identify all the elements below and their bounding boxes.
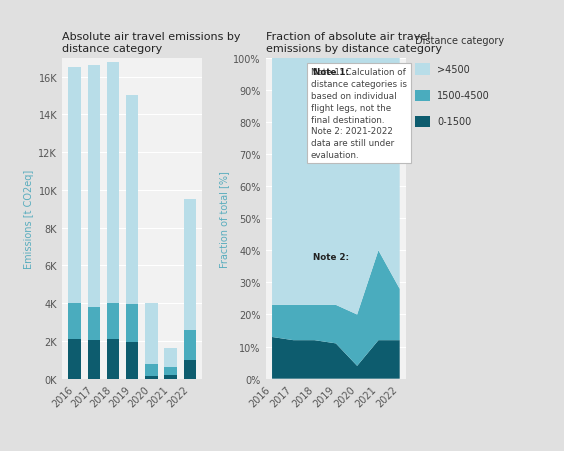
Bar bbox=[107, 62, 120, 304]
Bar bbox=[68, 304, 81, 339]
Text: Note 1: Calculation of
distance categories is
based on individual
flight legs, n: Note 1: Calculation of distance categori… bbox=[311, 68, 407, 160]
Bar bbox=[68, 68, 81, 304]
Text: Fraction of absolute air travel
emissions by distance category: Fraction of absolute air travel emission… bbox=[266, 32, 442, 54]
Bar bbox=[165, 349, 177, 368]
Text: 1500-4500: 1500-4500 bbox=[437, 91, 490, 101]
Bar bbox=[165, 368, 177, 375]
Bar bbox=[126, 304, 139, 342]
Bar bbox=[87, 340, 100, 379]
Bar bbox=[87, 307, 100, 340]
Bar bbox=[87, 66, 100, 307]
Bar bbox=[68, 339, 81, 379]
Bar bbox=[184, 330, 196, 360]
Bar bbox=[165, 375, 177, 379]
Bar bbox=[126, 342, 139, 379]
Bar bbox=[145, 376, 158, 379]
Text: Absolute air travel emissions by
distance category: Absolute air travel emissions by distanc… bbox=[62, 32, 240, 54]
Bar bbox=[107, 339, 120, 379]
Text: 0-1500: 0-1500 bbox=[437, 117, 472, 127]
Text: Note 2:: Note 2: bbox=[313, 253, 349, 261]
Bar bbox=[107, 304, 120, 339]
Text: Distance category: Distance category bbox=[415, 36, 504, 46]
Bar bbox=[184, 360, 196, 379]
Bar bbox=[145, 304, 158, 364]
Bar bbox=[145, 364, 158, 376]
Text: >4500: >4500 bbox=[437, 65, 470, 75]
Y-axis label: Emissions [t CO2eq]: Emissions [t CO2eq] bbox=[24, 169, 34, 268]
Y-axis label: Fraction of total [%]: Fraction of total [%] bbox=[219, 170, 229, 267]
Text: Note 1:: Note 1: bbox=[313, 68, 349, 77]
Bar bbox=[126, 95, 139, 304]
Bar bbox=[184, 200, 196, 330]
